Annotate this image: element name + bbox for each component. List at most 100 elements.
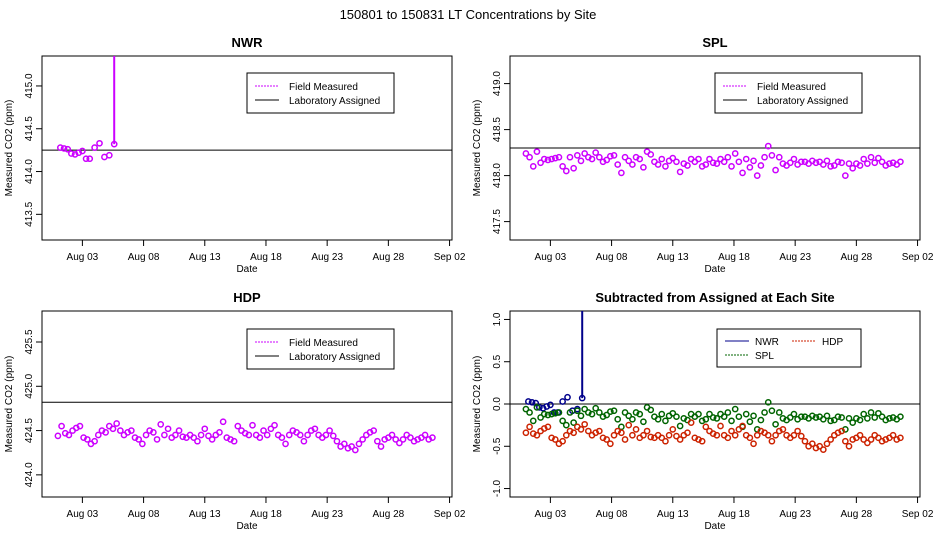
data-point bbox=[58, 422, 65, 430]
data-point bbox=[742, 155, 750, 163]
data-point bbox=[340, 440, 348, 448]
data-point bbox=[64, 145, 72, 153]
data-point bbox=[566, 409, 574, 416]
legend-label: NWR bbox=[755, 337, 779, 348]
y-tick-label: 424.0 bbox=[24, 462, 35, 487]
data-point bbox=[746, 434, 754, 442]
data-point bbox=[812, 159, 820, 167]
data-point bbox=[614, 415, 622, 423]
legend-label: SPL bbox=[755, 351, 774, 362]
data-point bbox=[856, 431, 864, 439]
data-point bbox=[359, 436, 367, 443]
data-point bbox=[528, 398, 536, 406]
legend-label: Laboratory Assigned bbox=[289, 352, 380, 363]
data-point bbox=[764, 142, 772, 150]
data-point bbox=[522, 150, 530, 157]
y-tick-label: 1.0 bbox=[492, 312, 503, 326]
data-point bbox=[234, 422, 242, 430]
data-point bbox=[724, 409, 732, 416]
data-point bbox=[603, 436, 611, 443]
data-point bbox=[592, 149, 600, 156]
data-point bbox=[142, 431, 150, 439]
data-point bbox=[421, 431, 429, 439]
data-point bbox=[647, 406, 655, 414]
data-point bbox=[216, 428, 223, 436]
data-point bbox=[860, 436, 868, 443]
data-point bbox=[775, 409, 783, 416]
data-point bbox=[797, 432, 805, 440]
data-point bbox=[720, 158, 728, 166]
data-point bbox=[860, 410, 868, 418]
series-field-measured bbox=[54, 418, 436, 454]
data-point bbox=[709, 414, 717, 421]
data-point bbox=[621, 153, 629, 161]
legend-box bbox=[246, 328, 395, 370]
data-point bbox=[786, 414, 794, 421]
data-point bbox=[786, 159, 794, 167]
data-point bbox=[856, 162, 864, 169]
data-point bbox=[728, 427, 735, 435]
legend: Field Measured Laboratory Assigned bbox=[714, 72, 863, 114]
data-point bbox=[533, 404, 541, 411]
data-point bbox=[525, 398, 532, 405]
data-point bbox=[522, 405, 530, 413]
data-point bbox=[625, 421, 633, 429]
data-point bbox=[595, 409, 603, 416]
data-point bbox=[581, 405, 589, 413]
data-point bbox=[370, 427, 378, 434]
panel-title: SPL bbox=[702, 35, 727, 50]
x-tick-label: Aug 03 bbox=[535, 252, 567, 263]
data-point bbox=[60, 145, 68, 152]
data-point bbox=[540, 155, 548, 163]
data-point bbox=[91, 144, 98, 151]
data-point bbox=[753, 172, 761, 179]
data-point bbox=[794, 427, 801, 435]
data-point bbox=[157, 421, 165, 428]
data-point bbox=[640, 418, 647, 426]
data-point bbox=[263, 431, 271, 439]
data-point bbox=[764, 431, 772, 439]
data-point bbox=[739, 169, 746, 177]
data-point bbox=[772, 431, 779, 439]
x-tick-label: Aug 28 bbox=[841, 509, 873, 520]
data-point bbox=[636, 410, 644, 418]
x-tick-label: Aug 08 bbox=[596, 252, 628, 263]
x-tick-label: Aug 28 bbox=[373, 252, 405, 263]
data-point bbox=[746, 163, 754, 171]
data-point bbox=[355, 440, 363, 448]
data-point bbox=[94, 431, 102, 439]
data-point bbox=[161, 431, 168, 439]
data-point bbox=[153, 436, 161, 443]
x-tick-label: Aug 18 bbox=[250, 252, 282, 263]
data-point bbox=[673, 432, 680, 440]
x-tick-label: Aug 08 bbox=[128, 252, 160, 263]
data-point bbox=[139, 440, 146, 448]
data-point bbox=[761, 409, 768, 416]
data-point bbox=[684, 429, 691, 437]
data-point bbox=[658, 434, 666, 442]
x-tick-label: Aug 03 bbox=[535, 509, 567, 520]
data-point bbox=[647, 433, 655, 441]
data-point bbox=[720, 413, 728, 421]
data-point bbox=[618, 429, 625, 437]
data-point bbox=[548, 155, 555, 163]
data-point bbox=[849, 164, 857, 172]
data-point bbox=[577, 426, 585, 433]
data-point bbox=[731, 431, 739, 439]
data-point bbox=[717, 422, 724, 430]
data-point bbox=[540, 410, 548, 418]
data-point bbox=[311, 425, 319, 433]
y-tick-label: -1.0 bbox=[492, 479, 503, 497]
data-point bbox=[588, 410, 596, 418]
data-point bbox=[607, 152, 614, 160]
data-point bbox=[300, 437, 308, 445]
data-point bbox=[676, 168, 684, 176]
data-point bbox=[271, 421, 278, 429]
data-point bbox=[669, 426, 677, 433]
data-point bbox=[83, 436, 91, 443]
data-point bbox=[110, 140, 118, 148]
x-tick-label: Aug 18 bbox=[718, 252, 750, 263]
data-point bbox=[841, 172, 849, 179]
panel-title: HDP bbox=[233, 290, 261, 305]
